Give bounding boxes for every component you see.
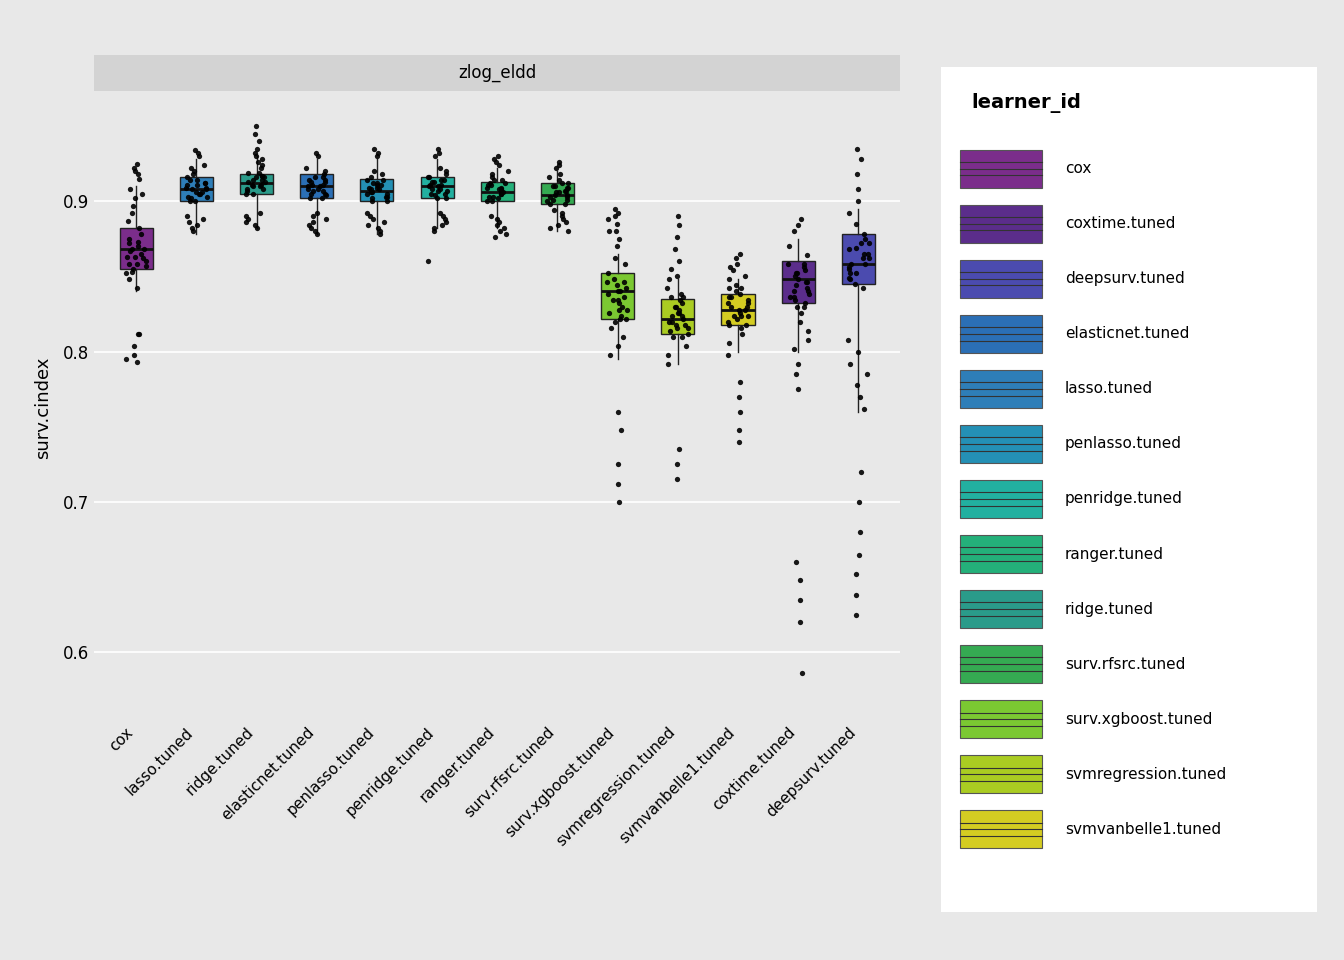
- Text: svmvanbelle1.tuned: svmvanbelle1.tuned: [1064, 822, 1222, 837]
- Bar: [661, 299, 695, 333]
- Bar: [960, 535, 1043, 573]
- Bar: [960, 370, 1043, 408]
- Bar: [180, 178, 212, 202]
- Text: svmregression.tuned: svmregression.tuned: [1064, 767, 1226, 781]
- Bar: [960, 315, 1043, 352]
- Text: penlasso.tuned: penlasso.tuned: [1064, 437, 1181, 451]
- Bar: [960, 590, 1043, 628]
- Bar: [722, 295, 754, 324]
- Bar: [960, 645, 1043, 684]
- Bar: [960, 756, 1043, 793]
- Text: deepsurv.tuned: deepsurv.tuned: [1064, 272, 1184, 286]
- Y-axis label: surv.cindex: surv.cindex: [34, 357, 52, 459]
- Text: coxtime.tuned: coxtime.tuned: [1064, 216, 1176, 231]
- Bar: [960, 260, 1043, 298]
- Text: surv.rfsrc.tuned: surv.rfsrc.tuned: [1064, 657, 1185, 672]
- Text: ranger.tuned: ranger.tuned: [1064, 546, 1164, 562]
- Bar: [421, 178, 454, 199]
- Bar: [960, 480, 1043, 518]
- Text: penridge.tuned: penridge.tuned: [1064, 492, 1183, 507]
- Text: elasticnet.tuned: elasticnet.tuned: [1064, 326, 1189, 342]
- Bar: [960, 150, 1043, 187]
- Bar: [360, 179, 394, 202]
- Bar: [960, 204, 1043, 243]
- Bar: [960, 700, 1043, 738]
- Bar: [960, 810, 1043, 849]
- Text: learner_id: learner_id: [970, 92, 1081, 112]
- Bar: [601, 274, 634, 319]
- Bar: [241, 174, 273, 194]
- Bar: [540, 183, 574, 204]
- Bar: [841, 234, 875, 284]
- Text: ridge.tuned: ridge.tuned: [1064, 602, 1154, 616]
- Bar: [300, 174, 333, 199]
- Bar: [960, 425, 1043, 463]
- Text: lasso.tuned: lasso.tuned: [1064, 381, 1153, 396]
- Bar: [782, 261, 814, 303]
- Bar: [481, 181, 513, 202]
- Text: cox: cox: [1064, 161, 1091, 176]
- Bar: [120, 228, 153, 269]
- Text: zlog_eldd: zlog_eldd: [458, 63, 536, 83]
- Text: surv.xgboost.tuned: surv.xgboost.tuned: [1064, 711, 1212, 727]
